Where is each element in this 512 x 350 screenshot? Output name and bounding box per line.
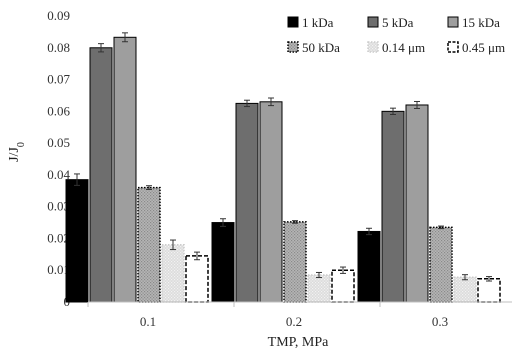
bar-5-kda-0-1 — [89, 47, 113, 303]
legend-label: 50 kDa — [302, 40, 340, 55]
y-tick-label: 0.08 — [47, 40, 70, 55]
x-tick-label: 0.2 — [286, 314, 302, 329]
legend-label: 0.14 μm — [382, 40, 425, 55]
legend-label: 15 kDa — [462, 15, 500, 30]
error-bar — [74, 173, 80, 186]
error-bar — [244, 99, 250, 108]
error-bar — [122, 32, 128, 43]
y-tick-label: 0.02 — [47, 230, 70, 245]
legend-swatch — [287, 41, 299, 53]
legend-swatch — [287, 16, 299, 28]
error-bar — [220, 218, 226, 227]
y-tick-label: 0.01 — [47, 262, 70, 277]
x-tick-labels: 0.1 0.2 0.3 — [140, 314, 448, 329]
bar-50-kda-0-3 — [429, 226, 453, 303]
error-bar — [268, 97, 274, 107]
y-tick-label: 0.09 — [47, 8, 70, 23]
error-bar — [98, 43, 104, 53]
y-tick-label: 0.04 — [47, 167, 70, 182]
error-bar — [414, 100, 420, 109]
bar-5-kda-0-3 — [381, 110, 405, 303]
y-axis-label-main: J/J — [7, 147, 22, 162]
legend-swatch — [447, 41, 459, 53]
legend-swatch — [447, 16, 459, 28]
error-bar — [170, 239, 176, 251]
error-bar — [146, 185, 152, 191]
bar-0-14-m-0-3 — [453, 276, 477, 303]
legend: 1 kDa 5 kDa 15 kDa 50 kDa 0.14 μm 0.45 μm — [287, 15, 505, 55]
legend-label: 1 kDa — [302, 15, 334, 30]
bar-0-45-m-0-1 — [185, 255, 209, 303]
error-bar — [366, 227, 372, 236]
bar-15-kda-0-2 — [259, 101, 283, 303]
bar-15-kda-0-3 — [405, 104, 429, 303]
x-tick-label: 0.1 — [140, 314, 156, 329]
y-tick-labels: 00.010.020.030.040.050.060.070.080.09 — [47, 8, 70, 309]
bar-0-14-m-0-1 — [161, 244, 185, 303]
y-tick-label: 0.07 — [47, 72, 70, 87]
x-tick-label: 0.3 — [432, 314, 448, 329]
error-bar — [462, 274, 468, 281]
legend-swatch — [367, 16, 379, 28]
y-axis-label-subscript: 0 — [16, 142, 27, 147]
legend-label: 0.45 μm — [462, 40, 505, 55]
bar-5-kda-0-2 — [235, 102, 259, 303]
error-bar — [340, 266, 346, 274]
error-bar — [390, 107, 396, 116]
bar-1-kda-0-2 — [211, 222, 235, 303]
bars — [65, 32, 501, 303]
legend-swatch — [367, 41, 379, 53]
bar-15-kda-0-1 — [113, 36, 137, 303]
error-bar — [292, 220, 298, 224]
bar-0-14-m-0-2 — [307, 274, 331, 303]
bar-0-45-m-0-3 — [477, 278, 501, 303]
y-tick-label: 0.06 — [47, 103, 70, 118]
legend-label: 5 kDa — [382, 15, 414, 30]
bar-50-kda-0-1 — [137, 186, 161, 303]
y-axis-label: J/J0 — [7, 142, 27, 162]
error-bar — [486, 276, 492, 282]
error-bar — [194, 251, 200, 261]
y-tick-label: 0.05 — [47, 135, 70, 150]
y-tick-label: 0.03 — [47, 199, 70, 214]
bar-50-kda-0-2 — [283, 221, 307, 303]
x-axis-label: TMP, MPa — [268, 335, 329, 350]
error-bar — [438, 225, 444, 230]
error-bar — [316, 271, 322, 279]
bar-1-kda-0-1 — [65, 179, 89, 303]
bar-0-45-m-0-2 — [331, 269, 355, 303]
bar-1-kda-0-3 — [357, 230, 381, 303]
